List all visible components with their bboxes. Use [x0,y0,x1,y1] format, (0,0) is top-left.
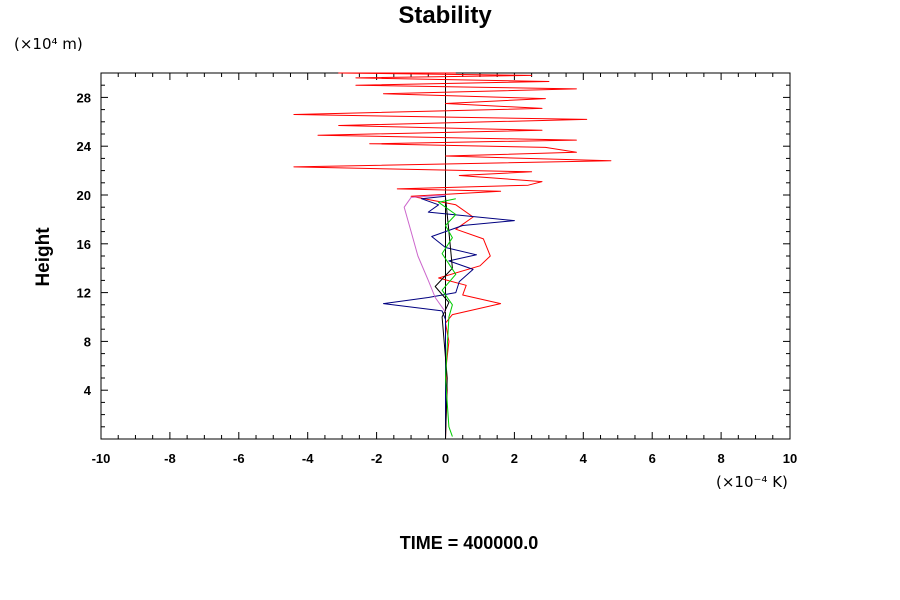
y-tick-label: 12 [77,286,91,301]
x-tick-label: 8 [717,451,724,466]
x-tick-label: -2 [371,451,383,466]
x-tick-label: 0 [442,451,449,466]
y-axis-label: Height [33,227,54,287]
series-line-5 [438,198,457,437]
x-unit-label: (×10⁻⁴ K) [716,473,788,491]
x-tick-label: -8 [164,451,176,466]
series-line-2 [383,195,515,439]
x-tick-label: 4 [580,451,588,466]
x-tick-label: 10 [783,451,797,466]
y-tick-label: 24 [77,139,92,154]
axis-ticks [100,73,791,439]
y-tick-label: 8 [84,334,91,349]
y-tick-label: 20 [77,188,91,203]
time-footer: TIME = 400000.0 [400,533,539,553]
x-tick-label: -10 [92,451,111,466]
series-line-1 [293,72,612,440]
y-tick-label: 16 [77,237,91,252]
x-tick-label: 6 [649,451,656,466]
chart-title: Stability [398,2,492,29]
x-tick-label: 2 [511,451,518,466]
series-group [293,72,612,440]
x-tick-label: -4 [302,451,314,466]
x-tick-label: -6 [233,451,245,466]
series-line-4 [403,194,446,313]
y-tick-label: 4 [84,383,92,398]
y-unit-label: (×10⁴ m) [14,35,83,53]
y-tick-label: 28 [77,90,91,105]
